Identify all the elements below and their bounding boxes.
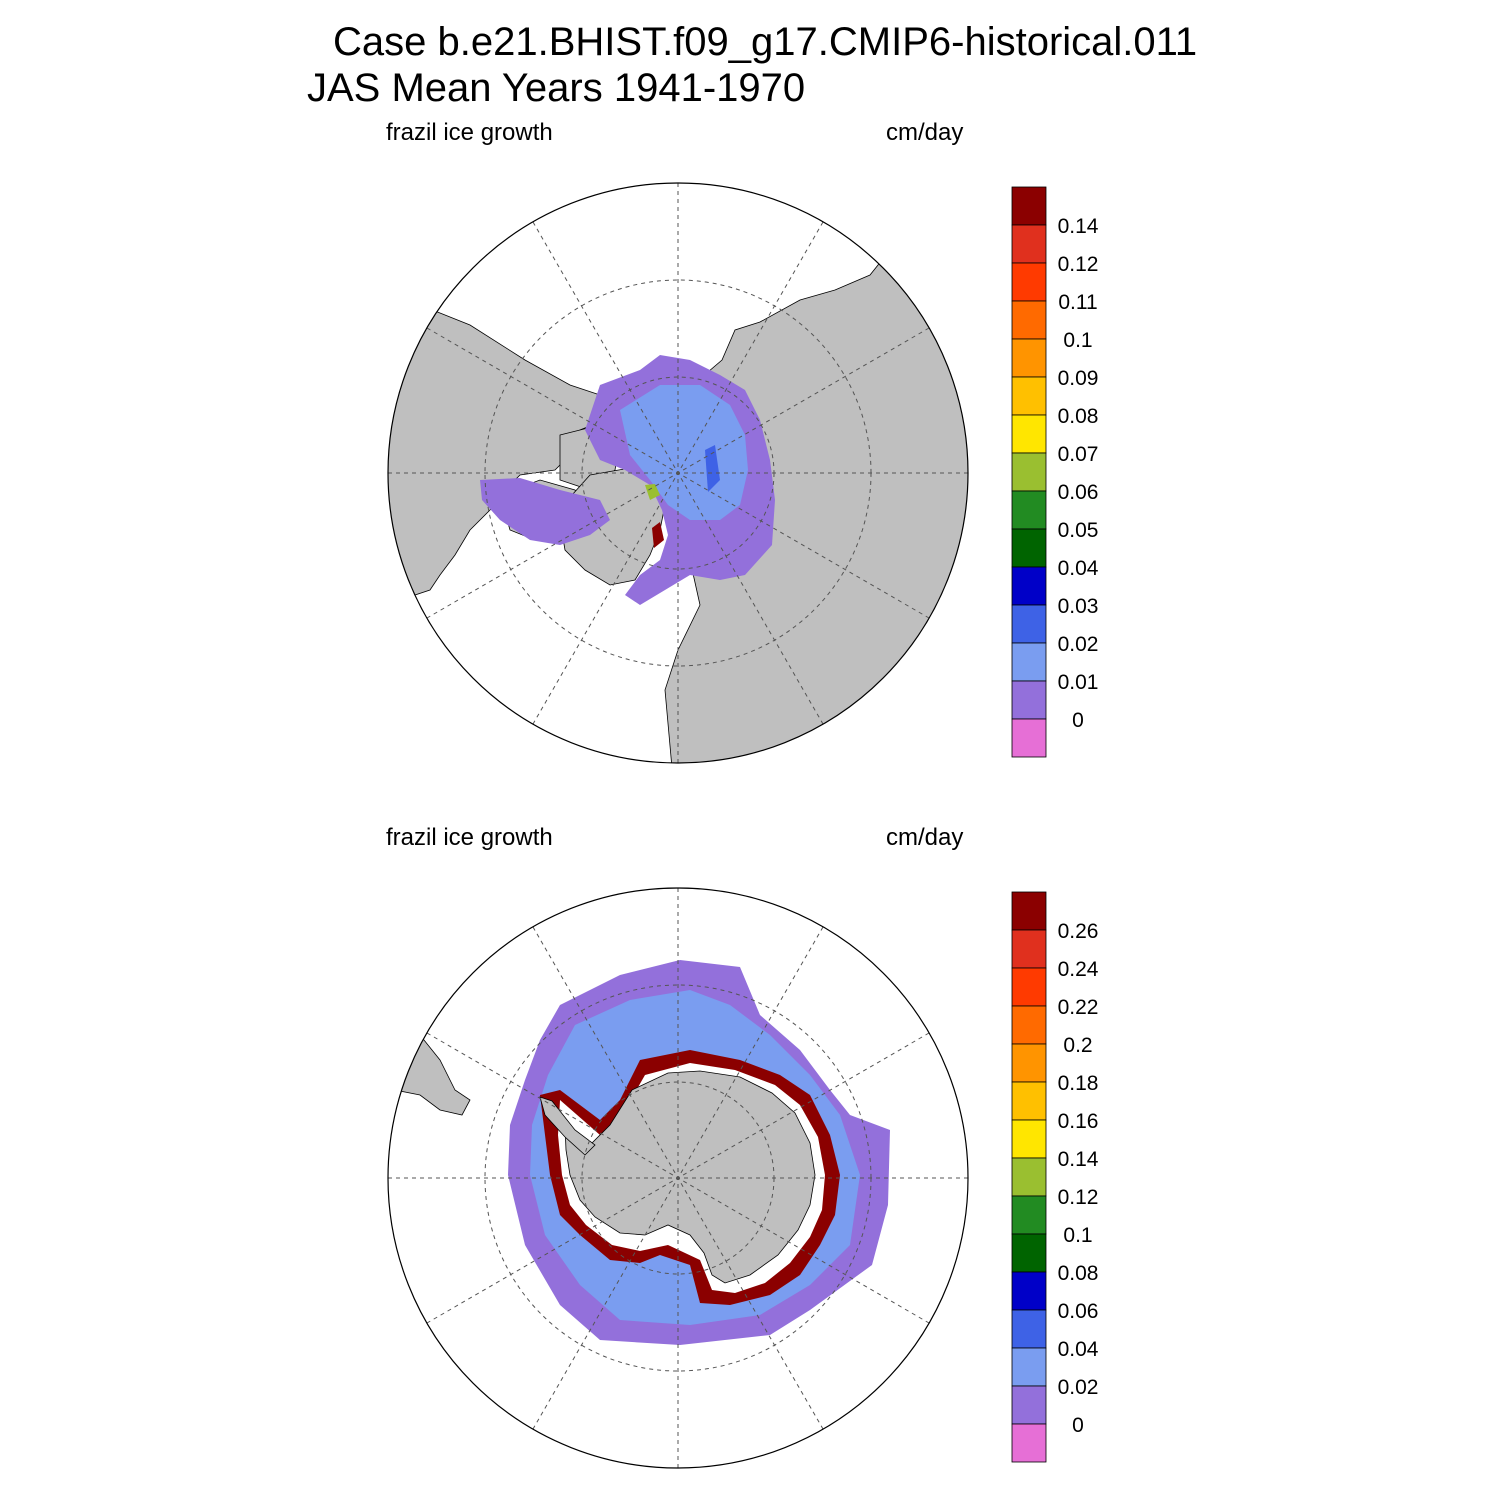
south-colorbar-box: [1011, 891, 1047, 931]
south-colorbar-label: 0.16: [1058, 1110, 1099, 1133]
south-colorbar-box: [1011, 1271, 1047, 1311]
north-colorbar-label: 0: [1072, 709, 1084, 732]
south-colorbar-label: 0.18: [1058, 1072, 1099, 1095]
north-map-border: [387, 182, 969, 764]
south-land-antarctica: [564, 1070, 816, 1284]
south-colorbar-box: [1011, 1347, 1047, 1387]
figure-title-case: Case b.e21.BHIST.f09_g17.CMIP6-historica…: [333, 20, 1198, 64]
north-colorbar-label: 0.09: [1058, 367, 1099, 390]
south-colorbar-label: 0.2: [1063, 1034, 1092, 1057]
south-colorbar-label: 0: [1072, 1414, 1084, 1437]
north-colorbar-box: [1011, 528, 1047, 568]
south-colorbar-label: 0.1: [1063, 1224, 1092, 1247]
south-colorbar: 0.26 0.24 0.22 0.2 0.18 0.16 0.14 0.12 0.1 0.08 0.…: [1011, 891, 1099, 1463]
north-colorbar-box: [1011, 262, 1047, 302]
north-frazil-greenland-coast-b: [652, 522, 664, 548]
north-colorbar-box: [1011, 376, 1047, 416]
north-colorbar-label: 0.01: [1058, 671, 1099, 694]
south-colorbar-label: 0.02: [1058, 1376, 1099, 1399]
south-colorbar-label: 0.14: [1058, 1148, 1099, 1171]
south-colorbar-label: 0.26: [1058, 920, 1099, 943]
south-colorbar-label: 0.12: [1058, 1186, 1099, 1209]
north-colorbar-box: [1011, 414, 1047, 454]
south-colorbar-box: [1011, 929, 1047, 969]
north-colorbar-label: 0.05: [1058, 519, 1099, 542]
south-colorbar-label: 0.04: [1058, 1338, 1099, 1361]
south-colorbar-box: [1011, 1081, 1047, 1121]
north-colorbar-label: 0.1: [1063, 329, 1092, 352]
north-colorbar-label: 0.02: [1058, 633, 1099, 656]
south-colorbar-box: [1011, 1309, 1047, 1349]
north-colorbar-box: [1011, 300, 1047, 340]
north-colorbar-box: [1011, 338, 1047, 378]
north-colorbar-label: 0.11: [1058, 291, 1097, 314]
north-frazil-baffin: [480, 478, 610, 545]
north-colorbar-box: [1011, 718, 1047, 758]
south-polar-map: 0.26 0.24 0.22 0.2 0.18 0.16 0.14 0.12 0.1 0.08 0.…: [387, 887, 1099, 1469]
south-colorbar-box: [1011, 1119, 1047, 1159]
north-colorbar-box: [1011, 566, 1047, 606]
north-colorbar-box: [1011, 224, 1047, 264]
north-colorbar-box: [1011, 642, 1047, 682]
north-colorbar-box: [1011, 452, 1047, 492]
north-units-label: cm/day: [886, 119, 964, 146]
south-graticule: [388, 888, 968, 1468]
north-colorbar-label: 0.08: [1058, 405, 1099, 428]
north-colorbar-label: 0.07: [1058, 443, 1099, 466]
south-colorbar-box: [1011, 1157, 1047, 1197]
north-colorbar-label: 0.04: [1058, 557, 1099, 580]
south-colorbar-box: [1011, 1423, 1047, 1463]
south-colorbar-box: [1011, 967, 1047, 1007]
north-frazil-greenland-coast-a: [645, 484, 660, 500]
south-map-border: [387, 887, 969, 1469]
south-colorbar-label: 0.08: [1058, 1262, 1099, 1285]
north-frazil-high: [705, 445, 720, 492]
north-frazil-inner: [620, 385, 748, 520]
south-colorbar-box: [1011, 1005, 1047, 1045]
north-field-label: frazil ice growth: [386, 119, 553, 146]
north-colorbar: 0.14 0.12 0.11 0.1 0.09 0.08 0.07 0.06 0.05 0.04 0…: [1011, 186, 1099, 758]
south-field-label: frazil ice growth: [386, 824, 553, 851]
north-colorbar-box: [1011, 186, 1047, 226]
figure-title-period: JAS Mean Years 1941-1970: [307, 66, 806, 110]
south-units-label: cm/day: [886, 824, 964, 851]
north-colorbar-label: 0.12: [1058, 253, 1099, 276]
north-polar-map: 0.14 0.12 0.11 0.1 0.09 0.08 0.07 0.06 0.05 0.04 0…: [387, 182, 1099, 764]
north-colorbar-label: 0.14: [1058, 215, 1099, 238]
south-colorbar-label: 0.22: [1058, 996, 1099, 1019]
south-colorbar-box: [1011, 1385, 1047, 1425]
south-colorbar-label: 0.06: [1058, 1300, 1099, 1323]
north-colorbar-label: 0.03: [1058, 595, 1099, 618]
north-graticule: [388, 183, 968, 763]
north-colorbar-box: [1011, 490, 1047, 530]
south-colorbar-box: [1011, 1043, 1047, 1083]
south-colorbar-label: 0.24: [1058, 958, 1099, 981]
north-colorbar-label: 0.06: [1058, 481, 1099, 504]
south-land-antarctic-peninsula: [539, 1096, 596, 1156]
south-colorbar-box: [1011, 1195, 1047, 1235]
south-colorbar-box: [1011, 1233, 1047, 1273]
north-colorbar-box: [1011, 604, 1047, 644]
north-colorbar-box: [1011, 680, 1047, 720]
